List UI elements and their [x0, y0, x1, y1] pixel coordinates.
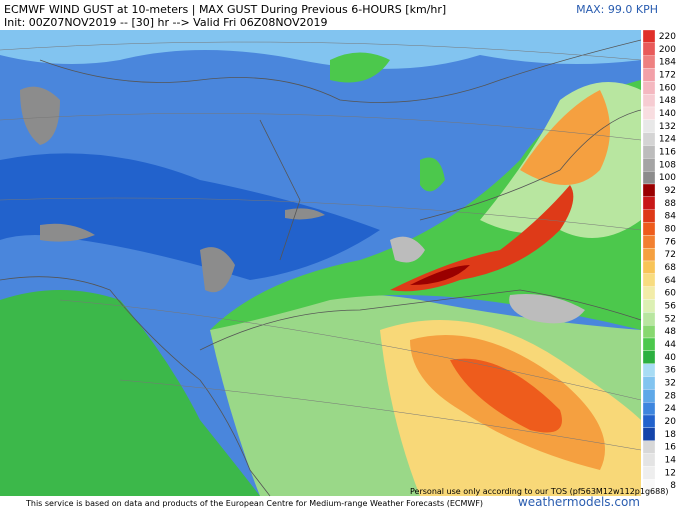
colorbar-label: 32	[665, 378, 676, 388]
color-swatch	[642, 42, 656, 56]
colorbar-label: 116	[659, 147, 676, 157]
color-swatch	[642, 55, 656, 69]
color-swatch	[642, 466, 656, 480]
color-swatch	[642, 479, 656, 493]
colorbar-label: 28	[665, 391, 677, 401]
colorbar-label: 160	[659, 83, 676, 93]
color-swatch	[642, 402, 656, 416]
color-swatch	[642, 106, 656, 120]
colorbar-label: 12	[665, 468, 676, 478]
color-swatch	[642, 427, 656, 441]
color-swatch	[642, 119, 656, 133]
color-swatch	[642, 183, 656, 197]
color-swatch	[642, 376, 656, 390]
borders	[0, 39, 642, 497]
brand: weathermodels.com	[517, 495, 640, 509]
colorbar-label: 60	[665, 289, 677, 299]
streamlines	[0, 41, 642, 451]
colorbar-label: 108	[659, 160, 676, 170]
colorbar-label: 80	[665, 224, 677, 234]
colorbar-label: 40	[665, 353, 677, 363]
color-swatch	[642, 325, 656, 339]
colorbar-label: 172	[659, 70, 676, 80]
subtitle: Init: 00Z07NOV2019 -- [30] hr --> Valid …	[4, 16, 328, 29]
color-swatch	[642, 81, 656, 95]
title: ECMWF WIND GUST at 10-meters | MAX GUST …	[4, 3, 447, 16]
color-swatch	[642, 171, 656, 185]
map-field	[0, 30, 641, 496]
color-swatch	[642, 286, 656, 300]
colorbar-label: 132	[659, 122, 676, 132]
color-swatch	[642, 29, 656, 43]
personal-use: Personal use only according to our TOS (…	[410, 487, 669, 496]
colorbar-label: 184	[659, 58, 676, 68]
color-swatch	[642, 196, 656, 210]
colorbar-label: 14	[665, 455, 677, 465]
colorbar-label: 18	[665, 430, 677, 440]
color-swatch	[642, 363, 656, 377]
colorbar: 2202001841721601481401321241161081009288…	[642, 29, 677, 493]
colorbar-label: 68	[665, 263, 677, 273]
color-swatch	[642, 222, 656, 236]
colorbar-label: 44	[665, 340, 677, 350]
color-swatch	[642, 337, 656, 351]
colorbar-label: 200	[659, 45, 676, 55]
colorbar-label: 100	[659, 173, 676, 183]
color-swatch	[642, 350, 656, 364]
colorbar-label: 20	[665, 417, 677, 427]
colorbar-label: 24	[665, 404, 677, 414]
colorbar-label: 220	[659, 32, 676, 42]
color-swatch	[642, 299, 656, 313]
color-swatch	[642, 453, 656, 467]
colorbar-label: 72	[665, 250, 676, 260]
colorbar-label: 48	[665, 327, 677, 337]
colorbar-label: 148	[659, 96, 676, 106]
color-swatch	[642, 273, 656, 287]
colorbar-label: 16	[665, 443, 677, 453]
colorbar-label: 8	[670, 481, 676, 491]
colorbar-label: 88	[665, 199, 677, 209]
color-swatch	[642, 68, 656, 82]
colorbar-label: 84	[665, 212, 677, 222]
color-swatch	[642, 440, 656, 454]
color-swatch	[642, 132, 656, 146]
credit: This service is based on data and produc…	[26, 499, 484, 508]
color-swatch	[642, 248, 656, 262]
colorbar-label: 64	[665, 276, 677, 286]
color-swatch	[642, 312, 656, 326]
color-swatch	[642, 414, 656, 428]
colorbar-label: 52	[665, 314, 676, 324]
color-swatch	[642, 158, 656, 172]
color-swatch	[642, 94, 656, 108]
color-swatch	[642, 235, 656, 249]
colorbar-label: 124	[659, 135, 676, 145]
colorbar-label: 92	[665, 186, 676, 196]
colorbar-label: 36	[665, 366, 677, 376]
colorbar-label: 140	[659, 109, 676, 119]
color-swatch	[642, 260, 656, 274]
color-swatch	[642, 389, 656, 403]
color-swatch	[642, 145, 656, 159]
max-label: MAX: 99.0 KPH	[576, 3, 658, 16]
color-swatch	[642, 209, 656, 223]
colorbar-label: 56	[665, 301, 677, 311]
colorbar-label: 76	[665, 237, 677, 247]
